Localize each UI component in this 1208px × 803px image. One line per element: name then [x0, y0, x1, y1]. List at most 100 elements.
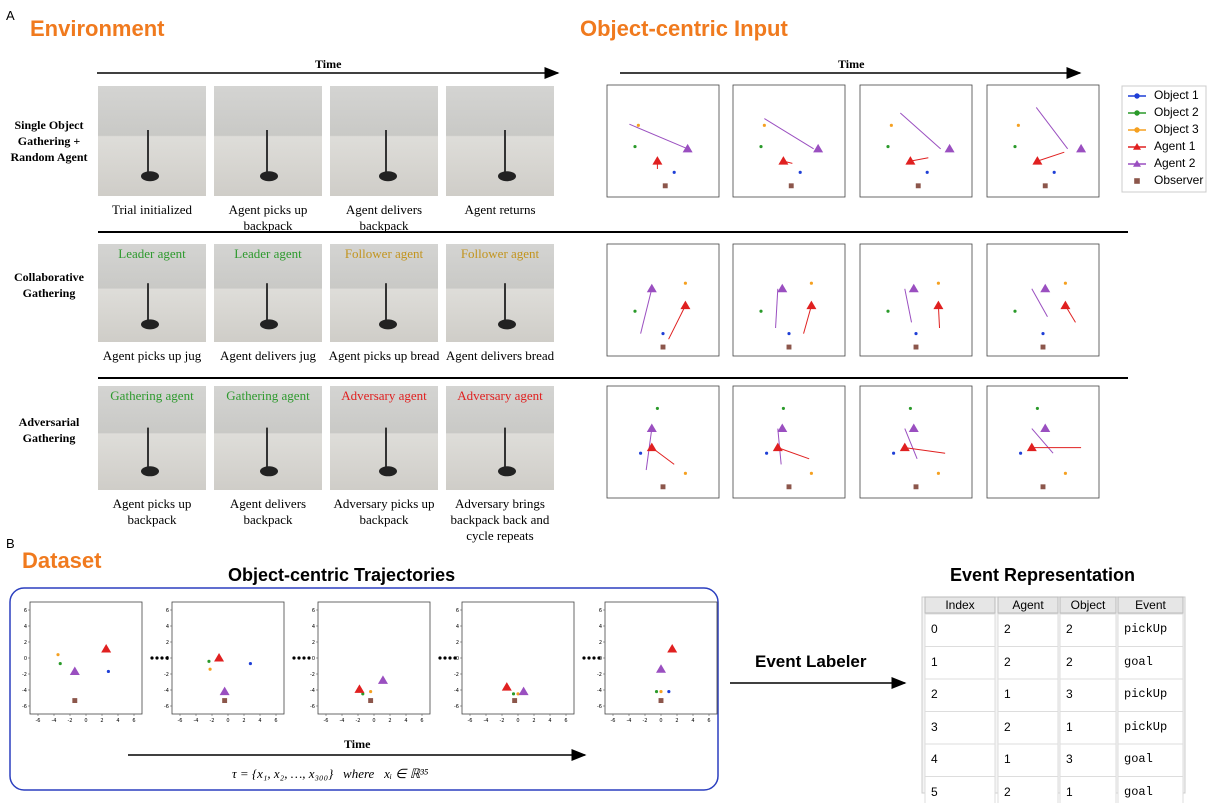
marker	[789, 183, 794, 188]
formula: τ = {x₁, x₂, …, x₃₀₀} where xᵢ ∈ ℝ³⁵	[232, 766, 428, 782]
marker	[72, 698, 77, 703]
robot	[379, 171, 397, 181]
axis-label: Time	[315, 57, 341, 72]
marker	[1036, 407, 1039, 410]
row-label: Single Object Gathering + Random Agent	[0, 117, 98, 165]
x-tick-label: 2	[388, 718, 391, 724]
x-tick-label: 4	[116, 718, 119, 724]
robot	[260, 466, 278, 476]
input-plot	[860, 244, 972, 356]
y-tick-label: 4	[456, 624, 459, 630]
frame-caption: Agent picks up backpack	[208, 202, 328, 234]
y-tick-label: 6	[312, 608, 315, 614]
marker	[637, 124, 640, 127]
marker	[886, 310, 889, 313]
x-tick-label: -6	[178, 718, 183, 724]
marker	[659, 690, 662, 693]
legend-label: Agent 2	[1154, 156, 1195, 170]
y-tick-label: -6	[310, 704, 315, 710]
y-tick-label: -4	[164, 688, 169, 694]
marker	[765, 452, 768, 455]
ellipsis-dot	[592, 656, 595, 659]
y-tick-label: -6	[454, 704, 459, 710]
table-cell-text: 2	[1004, 720, 1011, 734]
table-header: Agent	[998, 598, 1058, 612]
ellipsis-dot	[302, 656, 305, 659]
table-cell-text: goal	[1124, 655, 1153, 669]
x-tick-label: 0	[516, 718, 519, 724]
marker	[659, 698, 664, 703]
robot	[379, 319, 397, 329]
x-tick-label: -2	[210, 718, 215, 724]
marker	[59, 662, 62, 665]
panel-label: A	[6, 8, 15, 23]
marker	[673, 171, 676, 174]
frame-caption: Agent picks up backpack	[92, 496, 212, 528]
input-plot	[987, 85, 1099, 197]
y-tick-label: 4	[599, 624, 602, 630]
robot	[498, 319, 516, 329]
ellipsis-dot	[150, 656, 153, 659]
legend-label: Object 3	[1154, 122, 1199, 136]
input-plot	[733, 244, 845, 356]
table-cell-text: 2	[931, 687, 938, 701]
trajectory-plot	[172, 602, 284, 714]
section-title: Dataset	[22, 548, 101, 574]
marker	[916, 183, 921, 188]
input-plot	[733, 386, 845, 498]
y-tick-label: 0	[166, 656, 169, 662]
table-cell-text: 3	[1066, 687, 1073, 701]
frame-overlay: Leader agent	[214, 246, 322, 262]
axis-label: Time	[344, 737, 370, 752]
input-plot	[607, 244, 719, 356]
marker	[892, 452, 895, 455]
robot	[260, 171, 278, 181]
frame-caption: Agent returns	[440, 202, 560, 218]
marker	[763, 124, 766, 127]
table-cell-text: 1	[931, 655, 938, 669]
input-plot	[860, 85, 972, 197]
marker	[1041, 345, 1046, 350]
ellipsis-dot	[160, 656, 163, 659]
y-tick-label: -2	[22, 672, 27, 678]
y-tick-label: -2	[164, 672, 169, 678]
input-plot	[607, 85, 719, 197]
table-cell-text: 4	[931, 752, 938, 766]
x-tick-label: 2	[532, 718, 535, 724]
row-label: Adversarial Gathering	[0, 414, 98, 446]
marker	[663, 183, 668, 188]
marker	[222, 698, 227, 703]
robot	[141, 171, 159, 181]
marker	[926, 171, 929, 174]
x-tick-label: 6	[274, 718, 277, 724]
marker	[661, 484, 666, 489]
marker	[369, 690, 372, 693]
x-tick-label: -6	[324, 718, 329, 724]
ellipsis-dot	[448, 656, 451, 659]
x-tick-label: 0	[84, 718, 87, 724]
marker	[1013, 310, 1016, 313]
robot	[498, 466, 516, 476]
y-tick-label: 2	[166, 640, 169, 646]
input-plot	[987, 244, 1099, 356]
robot	[141, 319, 159, 329]
row-label: Collaborative Gathering	[0, 269, 98, 301]
frame-caption: Agent delivers backpack	[208, 496, 328, 528]
table-cell-text: 2	[1066, 655, 1073, 669]
frame-caption: Agent delivers backpack	[324, 202, 444, 234]
y-tick-label: 2	[312, 640, 315, 646]
marker	[655, 690, 658, 693]
x-tick-label: 2	[242, 718, 245, 724]
marker	[512, 698, 517, 703]
marker	[1053, 171, 1056, 174]
marker	[207, 660, 210, 663]
y-tick-label: 6	[456, 608, 459, 614]
robot	[498, 171, 516, 181]
y-tick-label: 0	[599, 656, 602, 662]
robot	[260, 319, 278, 329]
marker	[512, 692, 515, 695]
frame-caption: Agent delivers bread	[440, 348, 560, 364]
table-cell-text: goal	[1124, 752, 1153, 766]
y-tick-label: -6	[22, 704, 27, 710]
y-tick-label: -4	[22, 688, 27, 694]
